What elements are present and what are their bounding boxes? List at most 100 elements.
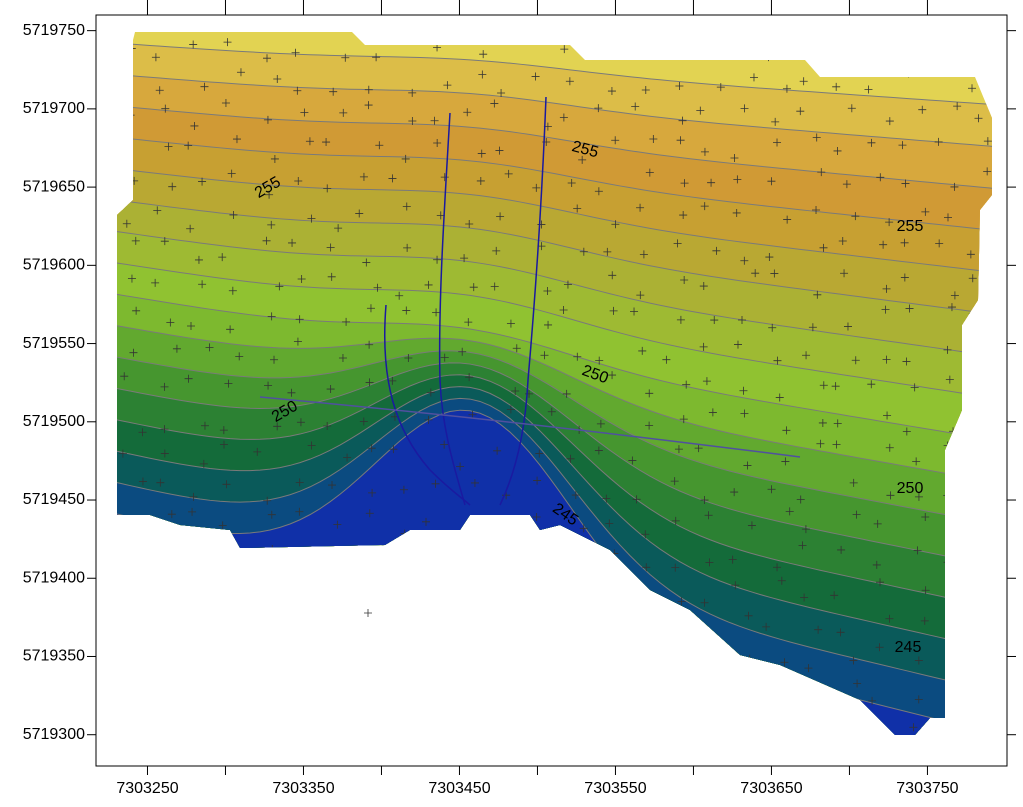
sample-point	[913, 546, 922, 555]
sample-point	[767, 732, 776, 735]
sample-point	[155, 86, 164, 95]
sample-point	[440, 440, 449, 449]
sample-point	[163, 677, 172, 686]
sample-point	[230, 619, 239, 628]
contour-line	[117, 397, 992, 694]
sample-point	[935, 239, 944, 248]
sample-point	[368, 488, 377, 497]
y-tick-label: 5719650	[23, 178, 85, 195]
sample-point	[646, 690, 655, 699]
sample-point	[885, 443, 894, 452]
sample-point	[532, 513, 541, 522]
sample-point	[700, 496, 709, 505]
y-tick-label: 5719750	[23, 22, 85, 39]
sample-point	[546, 32, 555, 40]
sample-point	[389, 578, 398, 587]
sample-point	[768, 323, 777, 332]
sample-point	[477, 149, 486, 158]
sample-point	[122, 219, 131, 228]
sample-point	[699, 342, 708, 351]
sample-point	[185, 719, 194, 728]
sample-point	[497, 88, 506, 97]
sample-point	[715, 645, 724, 654]
sample-point	[921, 207, 930, 216]
sample-point	[275, 282, 284, 291]
contour-line	[117, 259, 992, 400]
sample-point	[476, 176, 485, 185]
sample-point	[767, 177, 776, 186]
sample-point	[204, 612, 213, 621]
sample-point	[730, 488, 739, 497]
sample-point	[256, 587, 265, 596]
sample-point	[465, 373, 474, 382]
sample-point	[264, 381, 273, 390]
sample-point	[679, 415, 688, 424]
sample-point	[879, 240, 888, 249]
sample-point	[422, 586, 431, 595]
sample-point	[408, 117, 417, 126]
sample-point	[900, 273, 909, 282]
sample-point	[785, 507, 794, 516]
sample-point	[151, 278, 160, 287]
sample-point	[198, 280, 207, 289]
sample-point	[307, 214, 316, 223]
sample-point	[164, 142, 173, 151]
sample-point	[812, 205, 821, 214]
sample-point	[263, 54, 272, 63]
sample-point	[294, 177, 303, 186]
sample-point	[184, 374, 193, 383]
sample-point	[579, 524, 588, 533]
sample-point	[781, 457, 790, 466]
sample-point	[843, 322, 852, 331]
sample-point	[641, 530, 650, 539]
sample-point	[189, 40, 198, 49]
sample-point	[882, 355, 891, 364]
sample-point	[390, 549, 399, 558]
sample-point	[819, 243, 828, 252]
sample-point	[573, 352, 582, 361]
sample-point	[511, 386, 520, 395]
well-paths	[259, 96, 801, 506]
sample-point	[389, 445, 398, 454]
sample-point	[747, 521, 756, 530]
sample-point	[172, 344, 181, 353]
sample-point	[694, 444, 703, 453]
sample-point	[119, 695, 128, 704]
sample-point	[873, 519, 882, 528]
sample-point	[571, 491, 580, 500]
sample-point	[641, 85, 650, 94]
sample-point	[525, 714, 534, 723]
sample-point	[662, 677, 671, 686]
sample-point	[708, 408, 717, 417]
sample-point	[303, 688, 312, 697]
sample-point	[236, 68, 245, 77]
sample-point	[293, 337, 302, 346]
sample-point	[490, 35, 499, 44]
sample-point	[953, 682, 962, 691]
sample-point	[530, 620, 539, 629]
sample-point	[707, 178, 716, 187]
sample-point	[461, 529, 470, 538]
sample-point	[228, 286, 237, 295]
sample-point	[972, 577, 981, 586]
sample-point	[603, 247, 612, 256]
sample-point	[190, 688, 199, 697]
sample-point	[432, 308, 441, 317]
sample-point	[716, 83, 725, 92]
sample-point	[813, 683, 822, 692]
sample-point	[326, 385, 335, 394]
sample-point	[780, 658, 789, 667]
sample-point	[293, 86, 302, 95]
sample-point	[630, 307, 639, 316]
sample-point	[611, 220, 620, 229]
sample-point	[295, 478, 304, 487]
sample-point	[594, 613, 603, 622]
sample-point	[535, 449, 544, 458]
sample-point	[532, 183, 541, 192]
sample-point	[984, 53, 992, 62]
sample-point	[981, 418, 990, 427]
sample-point	[506, 616, 515, 625]
sample-point	[602, 494, 611, 503]
well-path	[383, 304, 471, 506]
sample-point	[678, 116, 687, 125]
